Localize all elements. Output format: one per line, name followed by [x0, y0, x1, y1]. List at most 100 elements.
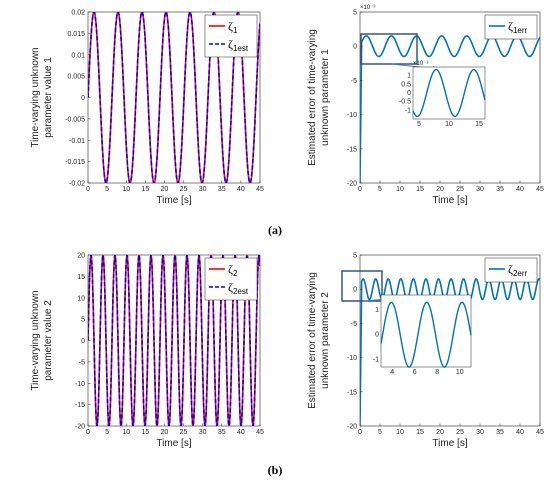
x-tick-label: 15 — [141, 429, 149, 436]
x-tick-label: 25 — [180, 186, 188, 193]
y-tick-label: 0 — [81, 338, 85, 345]
x-tick-label: 45 — [536, 186, 544, 193]
x-tick-label: 5 — [105, 186, 109, 193]
y-tick-label: -20 — [347, 424, 357, 431]
inset-series-line — [412, 68, 486, 118]
legend: ζ1err — [484, 14, 538, 40]
legend: ζ2 ζ2est — [204, 257, 258, 301]
legend-entry-ζ2err: ζ2err — [508, 262, 528, 278]
x-tick-label: 20 — [161, 429, 169, 436]
x-tick-label: 35 — [218, 186, 226, 193]
inset-y-tick-label: 1 — [375, 307, 379, 314]
x-tick-label: 5 — [378, 429, 382, 436]
y-exponent: ×10⁻³ — [360, 5, 375, 11]
x-tick-label: 15 — [141, 186, 149, 193]
y-tick-label: 10 — [77, 295, 85, 302]
x-tick-label: 20 — [436, 429, 444, 436]
series-line-ζ2err — [360, 278, 540, 426]
y-tick-label: -0.015 — [65, 159, 85, 166]
x-tick-label: 45 — [256, 186, 264, 193]
chart-3: 0 5 10 15 20 25 30 35 40 45 -20 -15 -10 -5 0 5 10 15 20 Tim… — [30, 253, 264, 450]
x-axis-label: Time [s] — [432, 438, 467, 449]
chart-2: 0 5 10 15 20 25 30 35 40 45-20-15-10-505×10⁻³Time… — [307, 5, 544, 206]
inset-y-tick-label: 0 — [407, 90, 411, 97]
y-tick-label: -10 — [75, 381, 85, 388]
y-tick-label: 0 — [353, 44, 357, 51]
y-tick-label: 0.005 — [67, 74, 85, 81]
y-tick-label: -0.02 — [69, 181, 85, 188]
x-tick-label: 40 — [516, 186, 524, 193]
y-tick-label: 0.02 — [71, 10, 85, 17]
series-line-ζ1err — [360, 35, 540, 183]
inset-x-tick-label: 10 — [456, 369, 464, 376]
inset-x-tick-label: 5 — [417, 121, 421, 128]
y-tick-label: 20 — [77, 253, 85, 260]
x-tick-label: 40 — [237, 186, 245, 193]
legend-entry-ζ2est: ζ2est — [228, 280, 249, 296]
legend: ζ2err — [484, 257, 538, 283]
x-tick-label: 10 — [396, 186, 404, 193]
x-tick-label: 25 — [180, 429, 188, 436]
x-tick-label: 40 — [516, 429, 524, 436]
caption-b: (b) — [268, 463, 283, 477]
inset-series-line — [380, 301, 472, 368]
y-tick-label: 0.015 — [67, 31, 85, 38]
inset-x-tick-label: 8 — [435, 369, 439, 376]
inset-y-exponent: ×10⁻³ — [413, 61, 428, 67]
legend-entry-ζ1err: ζ1err — [508, 19, 528, 35]
inset-x-tick-label: 15 — [475, 121, 483, 128]
y-tick-label: -15 — [347, 389, 357, 396]
x-tick-label: 20 — [161, 186, 169, 193]
y-tick-label: 0 — [81, 95, 85, 102]
y-tick-label: -15 — [75, 402, 85, 409]
inset-plot: 4 6 8 10 -1 0 1 — [373, 294, 472, 376]
x-tick-label: 15 — [416, 429, 424, 436]
y-tick-label: -0.01 — [69, 138, 85, 145]
x-axis-label: Time [s] — [156, 438, 191, 449]
inset-x-tick-label: 4 — [390, 369, 394, 376]
legend: ζ1 ζ1est — [204, 14, 258, 58]
y-tick-label: -5 — [79, 359, 85, 366]
x-tick-label: 35 — [496, 186, 504, 193]
inset-plot: 5 10 15 -1-0.5 0 0.51×10⁻³ — [399, 61, 486, 128]
x-tick-label: 25 — [456, 429, 464, 436]
x-tick-label: 40 — [237, 429, 245, 436]
x-tick-label: 5 — [378, 186, 382, 193]
y-tick-label: -20 — [347, 181, 357, 188]
inset-x-tick-label: 10 — [445, 121, 453, 128]
x-tick-label: 30 — [476, 186, 484, 193]
y-axis-label: Estimated error of time-varying unknown p… — [307, 29, 331, 166]
zoom-region-box — [360, 33, 418, 65]
series-line-ζ1est — [88, 12, 260, 183]
x-tick-label: 0 — [86, 186, 90, 193]
inset-y-tick-label: -1 — [405, 107, 411, 114]
y-tick-label: 0.01 — [71, 52, 85, 59]
y-tick-label: -15 — [347, 146, 357, 153]
y-tick-label: 15 — [77, 274, 85, 281]
y-axis-label: Time-varying unknown parameter value 1 — [30, 47, 54, 147]
x-tick-label: 45 — [536, 429, 544, 436]
y-tick-label: -10 — [347, 112, 357, 119]
legend-entry-ζ1: ζ1 — [228, 19, 238, 35]
x-tick-label: 35 — [496, 429, 504, 436]
legend-entry-ζ2: ζ2 — [228, 262, 238, 278]
legend-entry-ζ1est: ζ1est — [228, 37, 249, 53]
x-axis-label: Time [s] — [156, 195, 191, 206]
x-tick-label: 0 — [358, 429, 362, 436]
chart-1: 0 5 10 15 20 25 30 35 40 45 -0.02 -0.015 -0.01 -0.005… — [30, 10, 264, 207]
y-axis-label: Estimated error of time-varying unknown p… — [307, 272, 331, 409]
inset-y-tick-label: -0.5 — [399, 99, 411, 106]
x-tick-label: 30 — [199, 186, 207, 193]
x-tick-label: 5 — [105, 429, 109, 436]
x-tick-label: 10 — [122, 186, 130, 193]
series-line-ζ2est — [88, 255, 260, 426]
x-tick-label: 15 — [416, 186, 424, 193]
zoom-region-box — [341, 270, 383, 302]
x-tick-label: 0 — [358, 186, 362, 193]
inset-y-tick-label: 0.5 — [401, 81, 411, 88]
inset-x-tick-label: 6 — [413, 369, 417, 376]
y-tick-label: 5 — [353, 253, 357, 260]
x-tick-label: 30 — [476, 429, 484, 436]
y-tick-label: -5 — [351, 321, 357, 328]
